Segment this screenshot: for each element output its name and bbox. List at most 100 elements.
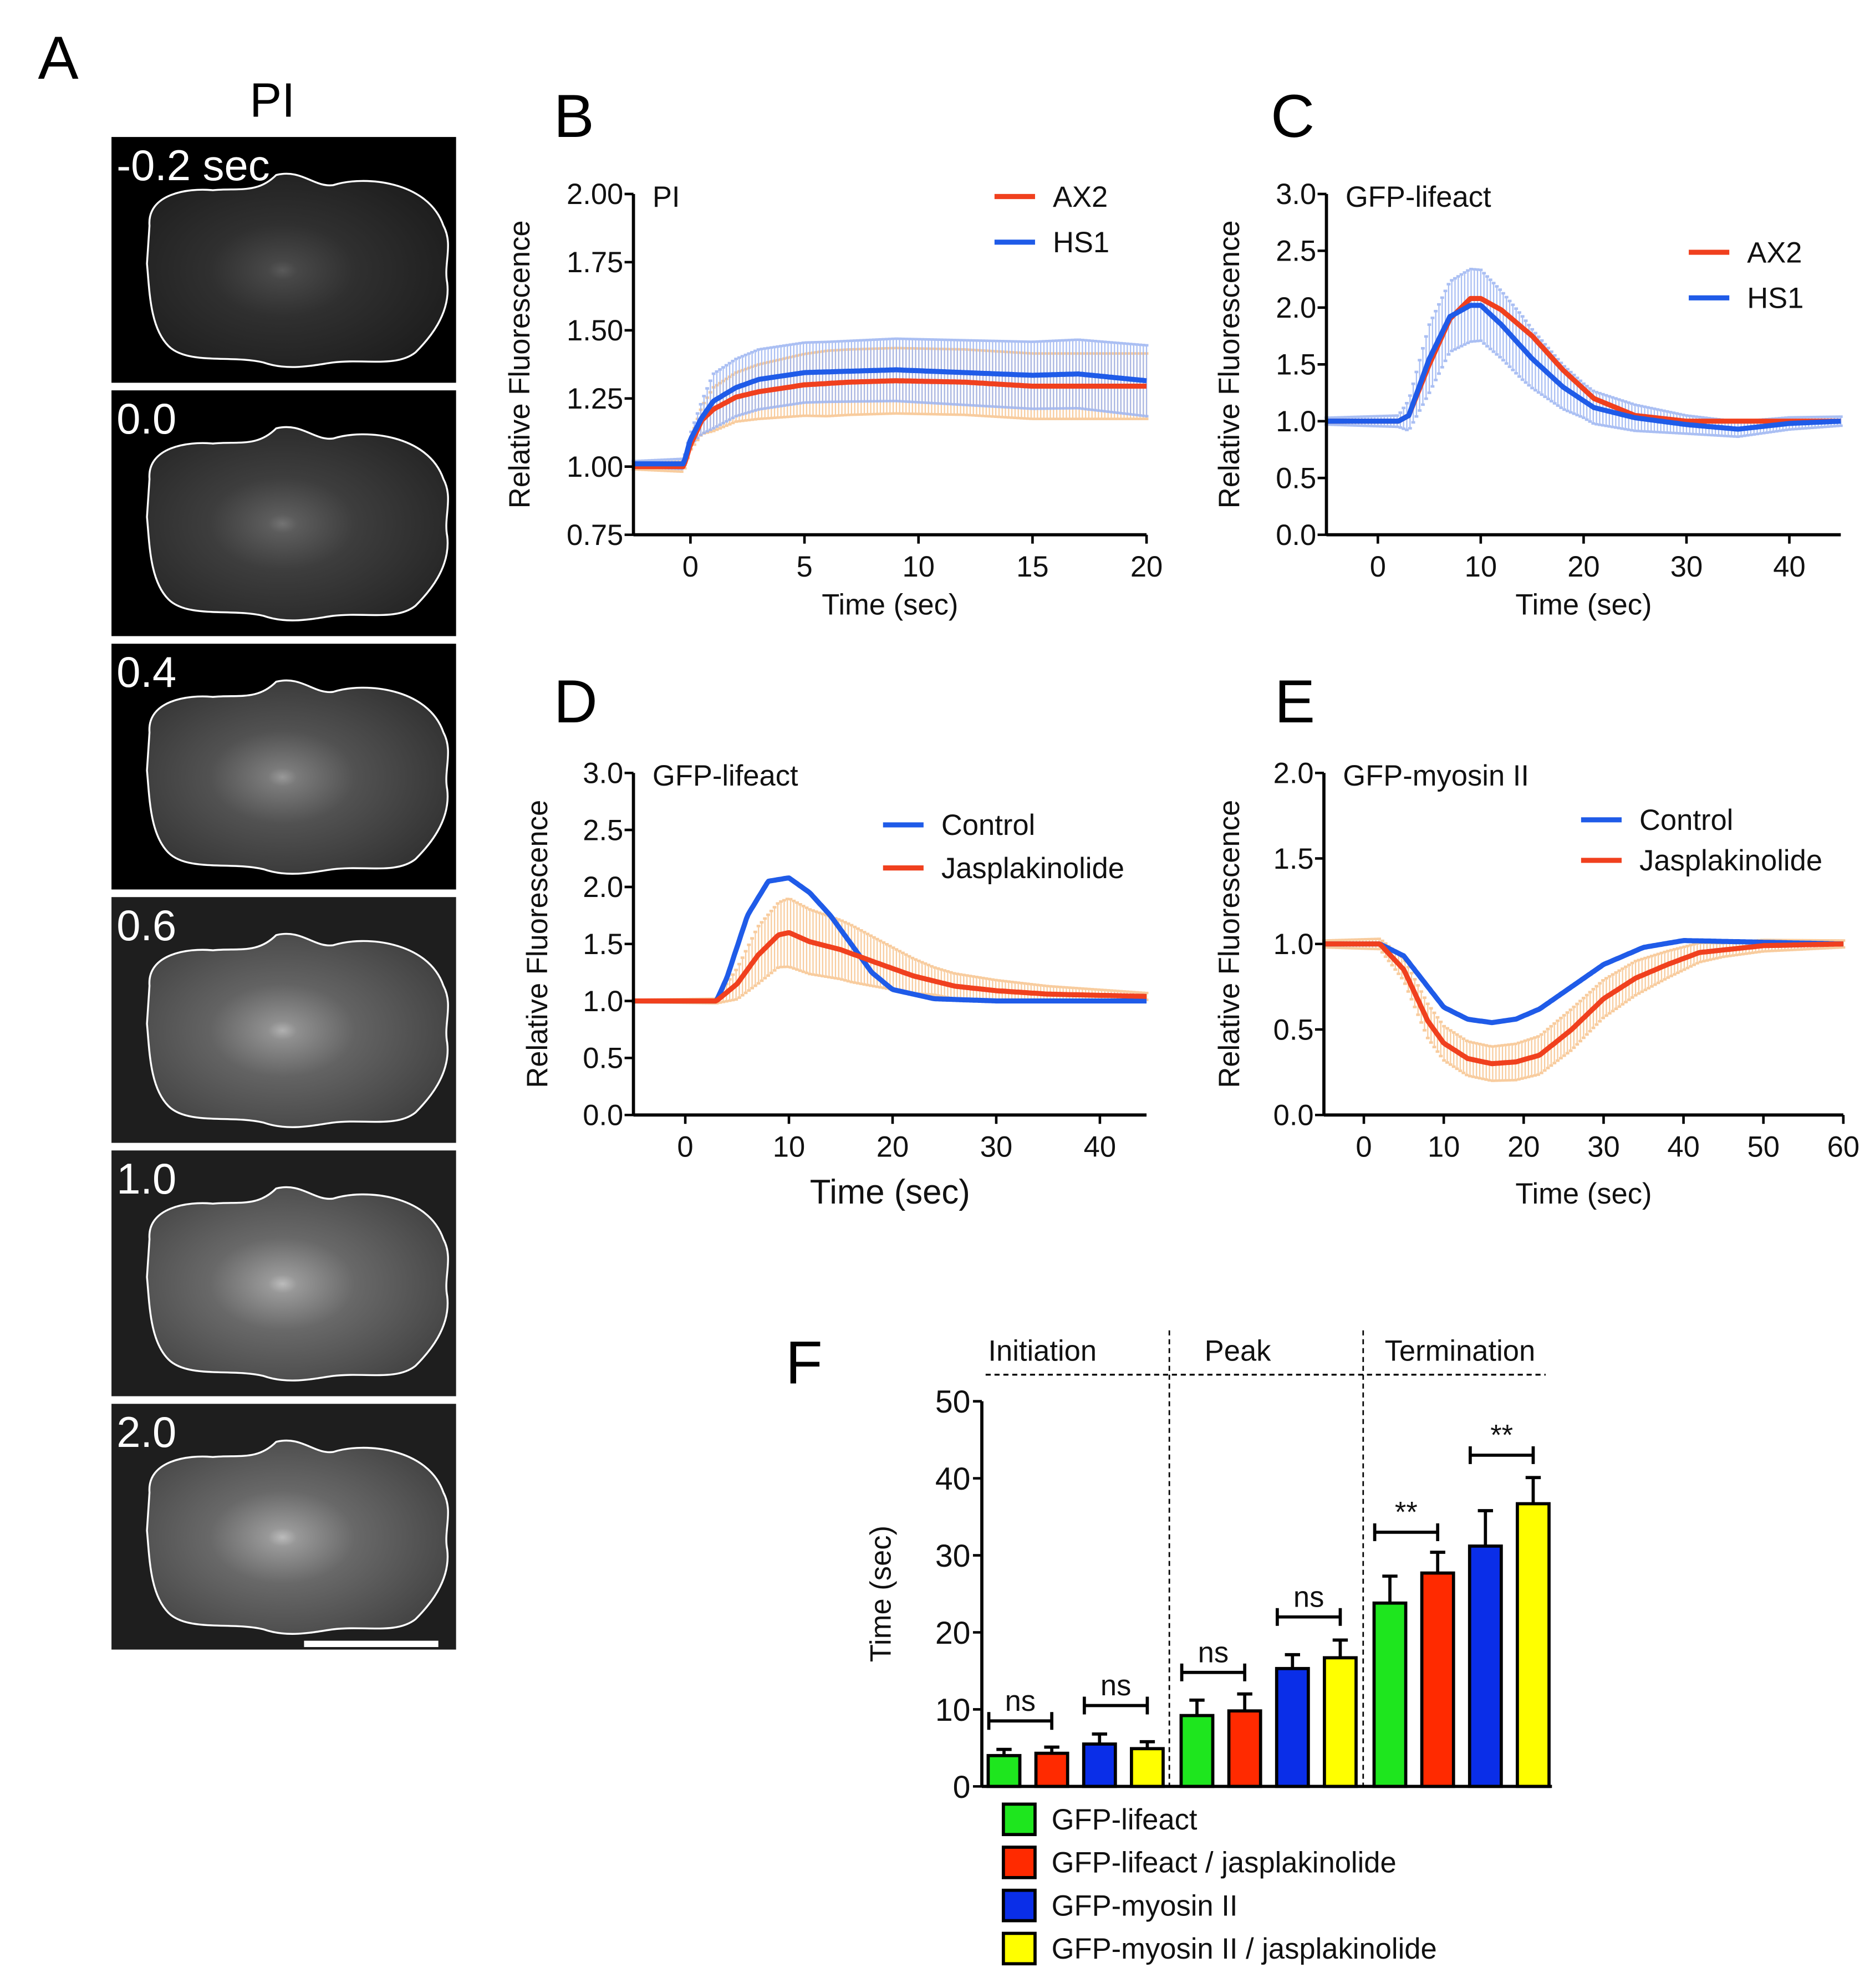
frame-time-label: 0.6 <box>116 902 176 950</box>
cell-outline <box>146 932 449 1128</box>
x-tick-label: 20 <box>1507 1131 1540 1164</box>
legend-swatch <box>1001 1802 1037 1837</box>
panel-label-e: E <box>1275 668 1315 736</box>
bar <box>1372 1601 1408 1788</box>
y-tick-label: 2.0 <box>1273 757 1314 790</box>
bar <box>1227 1709 1262 1788</box>
series-line-control <box>1323 937 1845 1026</box>
scale-bar <box>304 1640 439 1647</box>
y-tick-label: 1.0 <box>1276 405 1316 438</box>
chart-b: 0.75 1.00 1.25 1.50 1.75 2.00 0 5 10 15 20 Time (se… <box>503 178 1163 621</box>
micrograph-series: -0.2 sec 0.0 0.4 0.6 1.0 2.0 <box>111 137 456 1650</box>
chart-d: 0.0 0.5 1.0 1.5 2.0 2.5 3.0 0 10 20 30 40 Time (sec)… <box>521 757 1149 1211</box>
x-tick-label: 0 <box>682 550 699 583</box>
x-axis-title: Time (sec) <box>1515 589 1652 621</box>
legend-label: AX2 <box>1053 181 1108 213</box>
y-tick-label: 0.5 <box>1273 1013 1314 1046</box>
y-tick-label: 0 <box>953 1770 971 1805</box>
y-tick-label: 2.5 <box>1276 235 1316 268</box>
x-axis-title: Time (sec) <box>1515 1177 1652 1210</box>
x-tick-label: 40 <box>1667 1131 1699 1164</box>
significance-bracket <box>987 1712 1053 1730</box>
frame-time-label: 2.0 <box>116 1409 176 1456</box>
bar <box>986 1753 1022 1788</box>
cell-outline <box>146 1439 449 1635</box>
bar <box>1323 1656 1358 1788</box>
chart-f: Initiation Peak Termination ns ns ns ns ** ** 0 10… <box>864 1330 1552 1965</box>
y-tick-label: 40 <box>935 1461 971 1497</box>
y-tick-label: 50 <box>935 1384 971 1420</box>
micrograph-frame: -0.2 sec <box>111 137 456 383</box>
x-tick-label: 40 <box>1084 1131 1116 1164</box>
legend-label: GFP-myosin II / jasplakinolide <box>1052 1933 1437 1965</box>
group-label: Peak <box>1205 1335 1271 1368</box>
y-tick-label: 2.0 <box>1276 292 1316 324</box>
bar <box>1129 1747 1165 1788</box>
significance-label: ns <box>1198 1636 1229 1669</box>
frame-time-label: 1.0 <box>116 1155 176 1203</box>
cell-outline <box>146 172 449 368</box>
legend-label: Jasplakinolide <box>1639 844 1822 877</box>
y-tick-label: 2.0 <box>583 871 623 904</box>
series-line-control <box>633 875 1148 1004</box>
y-tick-label: 3.0 <box>1276 178 1316 211</box>
y-tick-label: 1.00 <box>567 451 623 483</box>
x-tick-label: 40 <box>1773 550 1805 583</box>
significance-label: ns <box>1005 1685 1036 1717</box>
y-tick-label: 1.5 <box>1273 843 1314 875</box>
bar <box>1275 1666 1310 1788</box>
x-tick-label: 5 <box>796 550 812 583</box>
frame-time-label: 0.4 <box>116 649 176 696</box>
y-tick-label: 20 <box>935 1615 971 1651</box>
significance-label: ns <box>1100 1669 1132 1702</box>
series-line-hs1 <box>1326 303 1842 432</box>
legend-label: Control <box>941 809 1035 842</box>
panel-label-f: F <box>786 1329 823 1397</box>
bar <box>1420 1571 1455 1788</box>
y-tick-label: 2.00 <box>567 178 623 211</box>
x-tick-label: 30 <box>980 1131 1012 1164</box>
legend-label: Control <box>1639 804 1733 837</box>
y-tick-label: 1.50 <box>567 314 623 347</box>
bar <box>1468 1544 1503 1788</box>
legend-label: Jasplakinolide <box>941 852 1124 885</box>
chart-c: 0.0 0.5 1.0 1.5 2.0 2.5 3.0 0 10 20 30 40 Time (sec)… <box>1213 178 1843 621</box>
y-tick-label: 1.75 <box>567 246 623 279</box>
y-axis-title: Relative Fluorescence <box>1213 220 1246 508</box>
y-tick-label: 10 <box>935 1693 971 1728</box>
y-tick-label: 0.0 <box>1273 1099 1314 1132</box>
x-axis-title: Time (sec) <box>810 1173 970 1211</box>
x-tick-label: 30 <box>1587 1131 1619 1164</box>
significance-bracket <box>1373 1523 1440 1541</box>
cell-outline <box>146 679 449 875</box>
panel-a-title: PI <box>249 74 295 128</box>
x-tick-label: 10 <box>902 550 934 583</box>
inset-label: PI <box>653 181 680 213</box>
y-tick-label: 0.5 <box>1276 462 1316 495</box>
significance-bracket <box>1180 1663 1247 1681</box>
x-axis-title: Time (sec) <box>822 589 958 621</box>
series-line-hs1 <box>633 367 1148 467</box>
micrograph-frame: 1.0 <box>111 1150 456 1396</box>
legend-label: HS1 <box>1053 226 1109 259</box>
frame-time-label: 0.0 <box>116 395 176 443</box>
y-tick-label: 0.75 <box>567 519 623 552</box>
y-tick-label: 0.0 <box>1276 519 1316 552</box>
x-tick-label: 20 <box>1130 550 1163 583</box>
panel-label-d: D <box>554 668 598 736</box>
y-axis-title: Relative Fluorescence <box>1213 800 1246 1088</box>
x-tick-label: 20 <box>1567 550 1599 583</box>
significance-bracket <box>1082 1696 1149 1715</box>
y-axis-title: Relative Fluorescence <box>503 220 536 508</box>
micrograph-frame: 0.4 <box>111 644 456 890</box>
significance-label: ns <box>1293 1581 1324 1613</box>
y-tick-label: 1.5 <box>1276 349 1316 381</box>
bar <box>1179 1714 1215 1788</box>
y-tick-label: 1.0 <box>583 985 623 1018</box>
x-tick-label: 10 <box>1428 1131 1460 1164</box>
x-tick-label: 10 <box>1465 550 1497 583</box>
significance-label: ** <box>1490 1419 1513 1452</box>
x-tick-label: 30 <box>1670 550 1703 583</box>
y-axis-title: Time (sec) <box>864 1526 897 1662</box>
